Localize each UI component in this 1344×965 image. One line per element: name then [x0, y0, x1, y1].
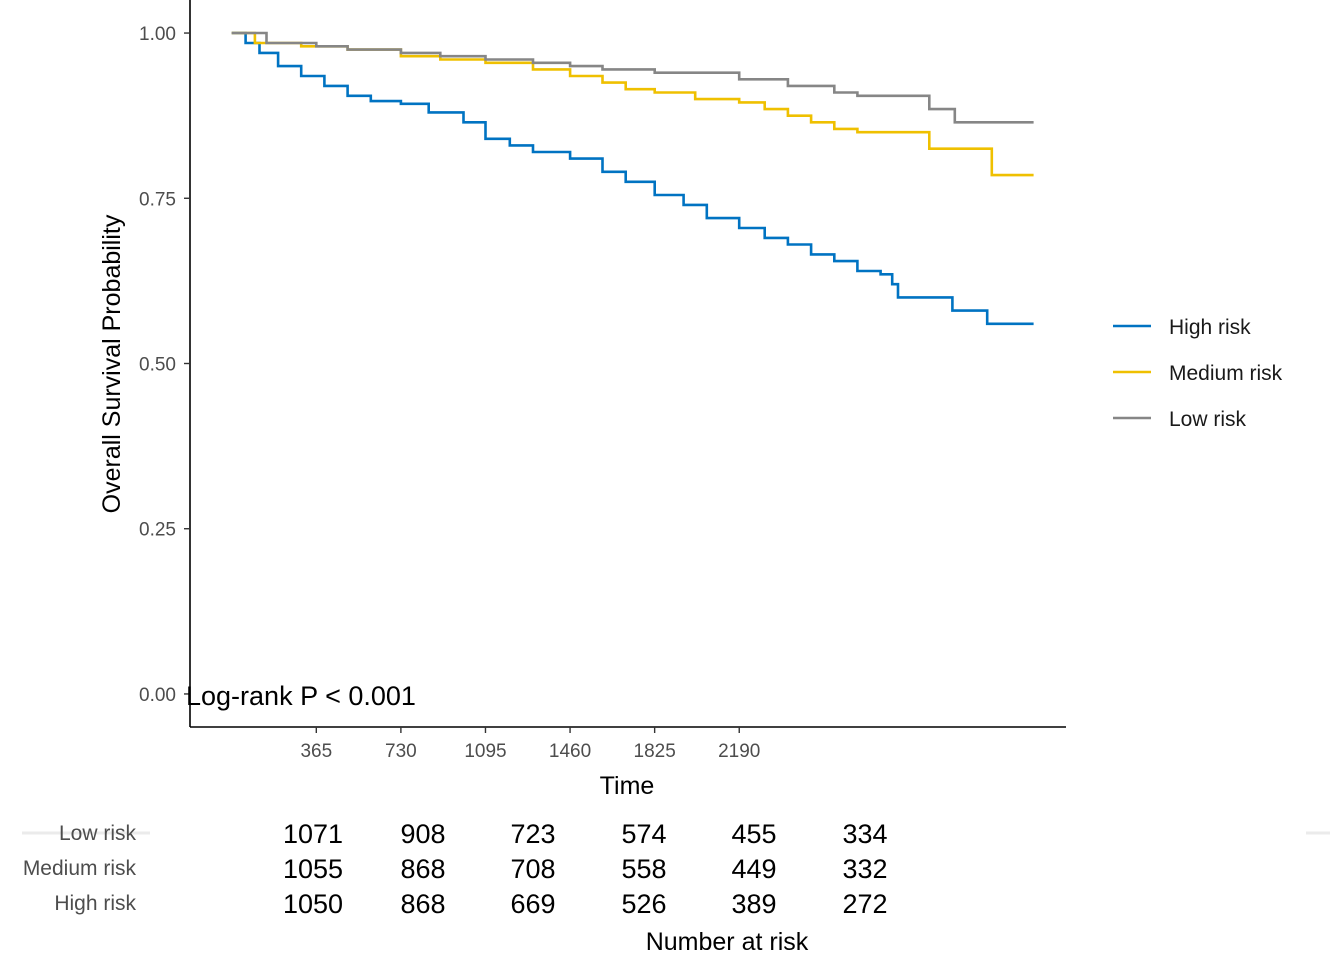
risk-count: 574 [621, 819, 666, 849]
risk-row-label: High risk [54, 892, 136, 915]
x-axis-ticks: 365 730 1095 1460 1825 2190 [300, 727, 760, 762]
y-axis-title: Overall Survival Probability [98, 214, 126, 513]
x-axis-title: Time [600, 772, 655, 800]
risk-count: 868 [400, 889, 445, 919]
risk-count: 449 [731, 854, 776, 884]
legend-label: Low risk [1169, 408, 1247, 431]
y-axis-ticks: 0.00 0.25 0.50 0.75 1.00 [139, 24, 190, 706]
x-tick-label: 730 [385, 741, 417, 762]
x-tick-label: 1825 [634, 741, 676, 762]
risk-count: 1071 [283, 819, 343, 849]
risk-count: 723 [510, 819, 555, 849]
risk-count: 708 [510, 854, 555, 884]
series-line-high-risk [231, 31, 1034, 326]
risk-count: 1050 [283, 889, 343, 919]
y-tick-label: 0.00 [139, 685, 176, 706]
risk-count: 334 [842, 819, 887, 849]
risk-count: 332 [842, 854, 887, 884]
risk-count: 272 [842, 889, 887, 919]
y-tick-label: 0.25 [139, 520, 176, 541]
y-tick-label: 1.00 [139, 24, 176, 45]
risk-count: 389 [731, 889, 776, 919]
risk-table-title: Number at risk [646, 928, 809, 956]
log-rank-annotation: Log-rank P < 0.001 [186, 681, 416, 711]
x-tick-label: 1095 [464, 741, 506, 762]
legend: High risk Medium risk Low risk [1113, 316, 1283, 431]
risk-count: 455 [731, 819, 776, 849]
risk-count: 1055 [283, 854, 343, 884]
risk-count: 669 [510, 889, 555, 919]
risk-row-label: Medium risk [23, 857, 137, 880]
legend-label: High risk [1169, 316, 1251, 339]
risk-count: 908 [400, 819, 445, 849]
y-tick-label: 0.50 [139, 355, 176, 376]
risk-count: 558 [621, 854, 666, 884]
x-tick-label: 1460 [549, 741, 591, 762]
series-line-medium-risk [231, 31, 1034, 177]
legend-label: Medium risk [1169, 362, 1283, 385]
survival-curves [231, 31, 1034, 326]
risk-count: 526 [621, 889, 666, 919]
risk-row-label: Low risk [59, 822, 137, 845]
risk-count: 868 [400, 854, 445, 884]
x-tick-label: 365 [300, 741, 332, 762]
series-line-low-risk [231, 31, 1034, 124]
y-tick-label: 0.75 [139, 189, 176, 210]
risk-table: Low risk 1071 908 723 574 455 334 Medium risk 10… [23, 819, 888, 919]
x-tick-label: 2190 [718, 741, 760, 762]
